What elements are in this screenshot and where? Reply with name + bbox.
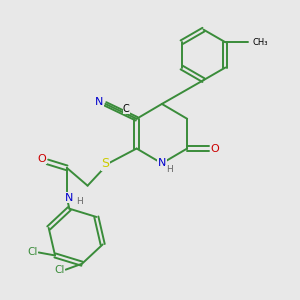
Text: Cl: Cl xyxy=(55,265,65,275)
Text: C: C xyxy=(123,104,130,114)
Text: N: N xyxy=(95,97,104,106)
Text: H: H xyxy=(166,165,173,174)
Text: Cl: Cl xyxy=(28,248,38,257)
Text: H: H xyxy=(76,196,83,206)
Text: O: O xyxy=(210,143,219,154)
Text: N: N xyxy=(158,158,166,168)
Text: CH₃: CH₃ xyxy=(252,38,268,47)
Text: N: N xyxy=(65,193,73,202)
Text: S: S xyxy=(101,157,110,170)
Text: O: O xyxy=(38,154,46,164)
